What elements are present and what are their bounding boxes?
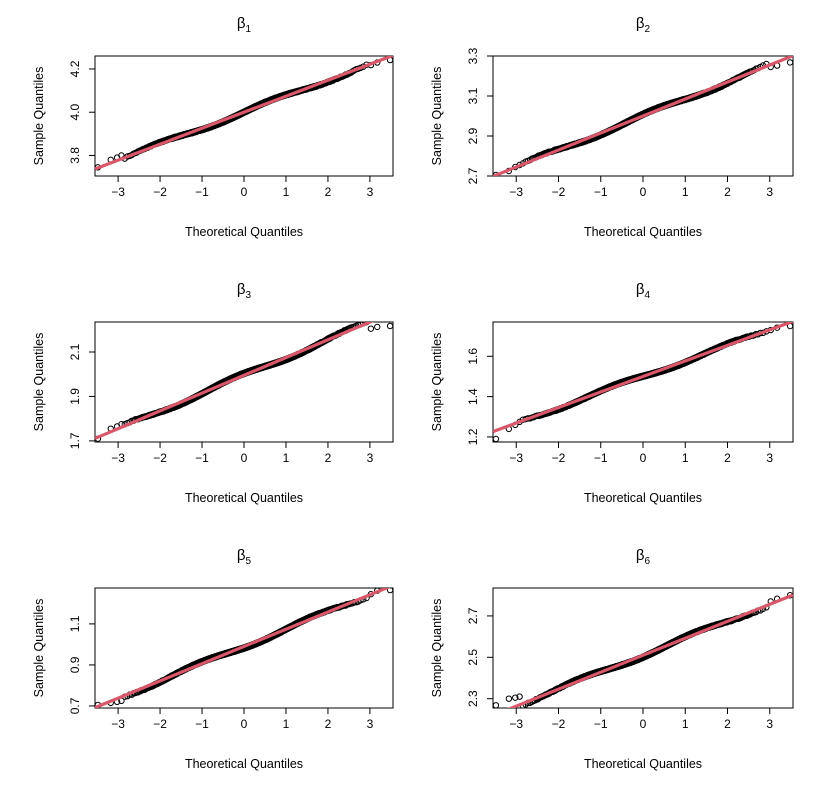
x-tick-label: 2 (325, 451, 332, 465)
y-tick-label: 1.9 (68, 388, 82, 405)
panel-title-subscript: 2 (645, 24, 651, 35)
qq-reference-line (493, 56, 793, 176)
y-tick-label: 2.9 (466, 127, 480, 144)
x-axis-label: Theoretical Quantiles (185, 225, 303, 239)
panel-title-symbol: β (237, 281, 246, 298)
y-axis-label: Sample Quantiles (32, 333, 46, 432)
qq-point (786, 59, 793, 66)
x-tick-label: 2 (325, 185, 332, 199)
x-tick-label: 0 (241, 451, 248, 465)
x-tick-label: 0 (241, 185, 248, 199)
y-tick-label: 3.1 (466, 87, 480, 104)
panel-title-subscript: 1 (246, 24, 252, 35)
x-tick-label: 1 (283, 451, 290, 465)
x-tick-label: −3 (509, 185, 523, 199)
x-tick-label: 1 (682, 185, 689, 199)
panel-title-symbol: β (237, 15, 246, 32)
x-tick-label: 3 (367, 185, 374, 199)
x-tick-label: −2 (153, 185, 167, 199)
panel-title-symbol: β (636, 15, 645, 32)
y-tick-label: 4.2 (68, 60, 82, 77)
qq-reference-line (95, 56, 393, 171)
panel-title: β3 (237, 281, 252, 301)
x-tick-label: 3 (766, 185, 773, 199)
sample-points (95, 322, 393, 442)
plot-frame (94, 321, 394, 443)
y-tick-label: 2.7 (466, 167, 480, 184)
y-tick-label: 3.8 (68, 147, 82, 164)
x-tick-label: −1 (195, 185, 209, 199)
x-tick-label: −3 (111, 451, 125, 465)
x-tick-label: −2 (552, 185, 566, 199)
panel-title: β1 (237, 15, 252, 35)
x-tick-label: 0 (640, 185, 647, 199)
x-axis-label: Theoretical Quantiles (185, 491, 303, 505)
x-tick-label: −1 (594, 185, 608, 199)
panel-title-subscript: 3 (246, 290, 252, 301)
y-tick-label: 3.3 (466, 47, 480, 64)
x-tick-label: −3 (111, 185, 125, 199)
x-tick-label: 3 (367, 451, 374, 465)
y-axis-label: Sample Quantiles (32, 67, 46, 166)
y-tick-label: 1.7 (68, 432, 82, 449)
x-tick-label: −1 (195, 451, 209, 465)
panel-title: β2 (636, 15, 651, 35)
x-tick-label: 1 (283, 185, 290, 199)
y-tick-label: 2.1 (68, 343, 82, 360)
x-axis-label: Theoretical Quantiles (584, 225, 702, 239)
sample-points (493, 59, 793, 176)
y-axis-label: Sample Quantiles (430, 67, 444, 166)
x-tick-label: −2 (153, 451, 167, 465)
x-tick-label: 2 (724, 185, 731, 199)
y-tick-label: 4.0 (68, 104, 82, 121)
